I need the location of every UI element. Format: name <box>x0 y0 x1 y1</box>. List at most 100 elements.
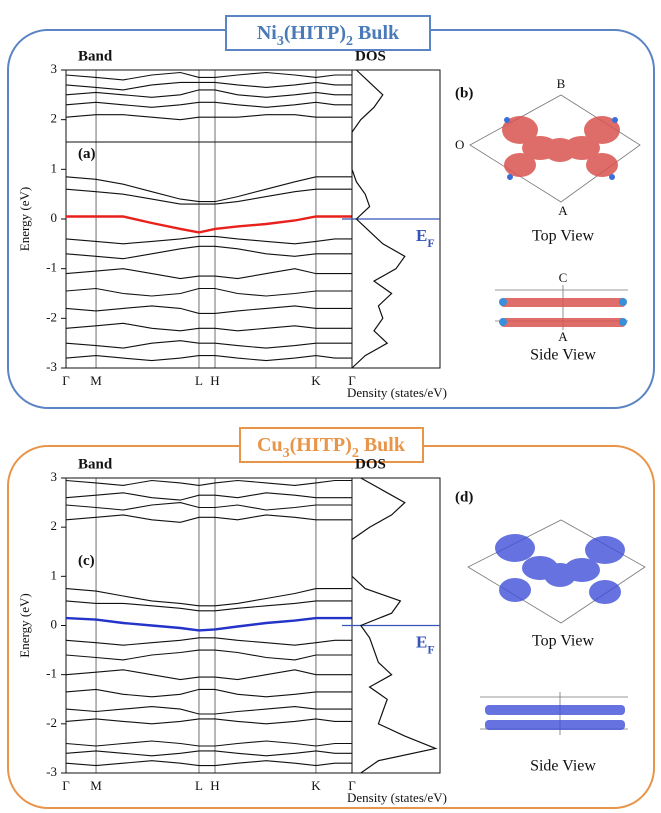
x-axis-label: Density (states/eV) <box>347 790 447 805</box>
band-line <box>65 688 352 698</box>
band-line <box>65 188 352 205</box>
band-line <box>65 502 352 511</box>
text-part: E <box>416 226 427 245</box>
band-line <box>65 637 352 646</box>
y-tick-label: -3 <box>46 764 57 779</box>
band-line <box>65 176 352 203</box>
text-part: (HITP) <box>290 434 352 456</box>
band-line <box>65 81 352 91</box>
x-axis-label: Density (states/eV) <box>347 385 447 400</box>
chart-title: DOS <box>355 456 386 472</box>
band-line <box>65 706 352 715</box>
band-line <box>65 514 352 523</box>
band-line <box>65 718 352 725</box>
x-tick-label: L <box>195 778 203 793</box>
structure-top <box>495 534 625 604</box>
panel-title: Cu3(HITP)2 Bulk <box>257 434 406 461</box>
structure-atoms <box>504 117 618 180</box>
y-tick-label: 1 <box>51 567 58 582</box>
subscript: 3 <box>277 34 284 49</box>
chart-title: DOS <box>355 48 386 64</box>
y-tick-label: -2 <box>46 309 57 324</box>
x-tick-label: K <box>311 778 321 793</box>
band-line <box>65 114 352 121</box>
view-label: Side View <box>530 347 596 364</box>
chart-title: Band <box>78 456 113 472</box>
x-tick-label: Γ <box>348 778 356 793</box>
x-tick-label: Γ <box>348 373 356 388</box>
band-line <box>65 287 352 297</box>
structure-side <box>485 720 625 730</box>
y-tick-label: -3 <box>46 359 57 374</box>
subscript: 2 <box>346 34 353 49</box>
x-tick-label: L <box>195 373 203 388</box>
structure-side <box>500 318 626 327</box>
y-tick-label: 3 <box>51 469 58 484</box>
dos-line <box>351 69 406 369</box>
axis-letter: A <box>558 203 568 218</box>
fermi-label: EF <box>416 632 435 656</box>
panel-label: (c) <box>78 553 95 569</box>
y-tick-label: 0 <box>51 210 58 225</box>
subscript: 3 <box>283 446 290 461</box>
structure-top <box>502 116 620 177</box>
axis-letter: A <box>558 329 568 344</box>
x-tick-label: H <box>210 373 219 388</box>
band-line <box>65 322 352 332</box>
y-tick-label: -1 <box>46 666 57 681</box>
band-line <box>65 340 352 349</box>
y-axis-label: Energy (eV) <box>17 187 32 251</box>
band-line <box>65 740 352 747</box>
band-line <box>65 305 352 314</box>
structure-atoms <box>499 298 627 326</box>
structure-side <box>500 298 626 307</box>
text-part: Ni <box>257 22 277 44</box>
x-tick-label: Γ <box>62 778 70 793</box>
panel-label: (b) <box>455 85 473 101</box>
y-tick-label: 2 <box>51 518 58 533</box>
panel-label: (a) <box>78 146 96 162</box>
y-tick-label: -2 <box>46 715 57 730</box>
band-line <box>65 669 352 681</box>
y-tick-label: 0 <box>51 616 58 631</box>
band-line <box>65 649 352 661</box>
y-tick-label: 3 <box>51 61 58 76</box>
band-line <box>65 235 352 245</box>
subscript: 2 <box>352 446 359 461</box>
dos-line <box>351 477 438 774</box>
band-line <box>65 492 352 501</box>
band-line <box>65 268 352 280</box>
axis-letter: C <box>559 270 568 285</box>
band-line <box>65 750 352 757</box>
axis-letter: O <box>455 137 464 152</box>
text-part: Bulk <box>353 22 400 44</box>
x-tick-label: Γ <box>62 373 70 388</box>
subscript: F <box>427 236 434 250</box>
band-line <box>65 355 352 362</box>
title-box <box>239 427 424 463</box>
band-line <box>65 616 352 632</box>
text-part: E <box>416 632 427 651</box>
y-axis-label: Energy (eV) <box>17 593 32 657</box>
fermi-label: EF <box>416 226 435 250</box>
view-label: Side View <box>530 758 596 775</box>
band-line <box>66 215 352 234</box>
x-tick-label: H <box>210 778 219 793</box>
band-line <box>65 245 352 260</box>
x-tick-label: M <box>90 778 102 793</box>
text-part: Bulk <box>359 434 406 456</box>
band-line <box>65 760 352 767</box>
panel-frame <box>7 445 655 809</box>
y-tick-label: 2 <box>51 111 58 126</box>
plot-frame <box>65 477 353 774</box>
band-line <box>65 588 352 607</box>
band-line <box>65 479 352 486</box>
panel-label: (d) <box>455 489 473 505</box>
structure-side <box>485 705 625 715</box>
x-tick-label: K <box>311 373 321 388</box>
band-line <box>65 101 352 108</box>
band-line <box>65 89 352 98</box>
y-tick-label: 1 <box>51 160 58 175</box>
view-label: Top View <box>532 633 595 650</box>
